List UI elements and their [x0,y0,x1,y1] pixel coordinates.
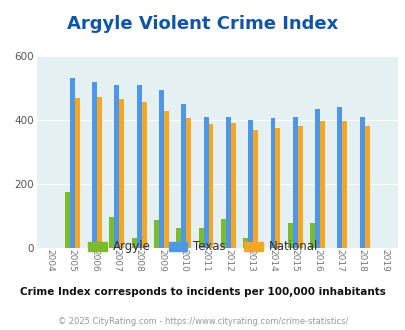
Text: © 2025 CityRating.com - https://www.cityrating.com/crime-statistics/: © 2025 CityRating.com - https://www.city… [58,317,347,326]
Bar [220,219,225,248]
Legend: Argyle, Texas, National: Argyle, Texas, National [83,236,322,258]
Bar [181,104,186,248]
Bar [198,228,203,248]
Bar [119,99,124,248]
Bar [136,85,141,248]
Bar [114,85,119,248]
Bar [70,79,75,248]
Bar [164,111,168,248]
Bar [230,123,235,248]
Bar [287,223,292,248]
Bar [203,117,208,248]
Bar [270,118,275,248]
Bar [159,89,164,248]
Bar [176,228,181,248]
Bar [364,126,369,248]
Text: Crime Index corresponds to incidents per 100,000 inhabitants: Crime Index corresponds to incidents per… [20,287,385,297]
Bar [97,97,102,248]
Bar [109,217,114,248]
Bar [341,121,346,248]
Bar [154,220,159,248]
Bar [252,130,258,248]
Text: Argyle Violent Crime Index: Argyle Violent Crime Index [67,15,338,33]
Bar [292,117,297,248]
Bar [75,98,79,248]
Bar [186,118,191,248]
Bar [243,238,247,248]
Bar [309,223,314,248]
Bar [337,107,341,248]
Bar [208,124,213,248]
Bar [247,120,252,248]
Bar [275,128,279,248]
Bar [297,126,302,248]
Bar [319,120,324,248]
Bar [314,109,319,248]
Bar [92,82,97,248]
Bar [359,117,364,248]
Bar [65,192,70,248]
Bar [132,238,136,248]
Bar [141,102,146,248]
Bar [225,117,230,248]
